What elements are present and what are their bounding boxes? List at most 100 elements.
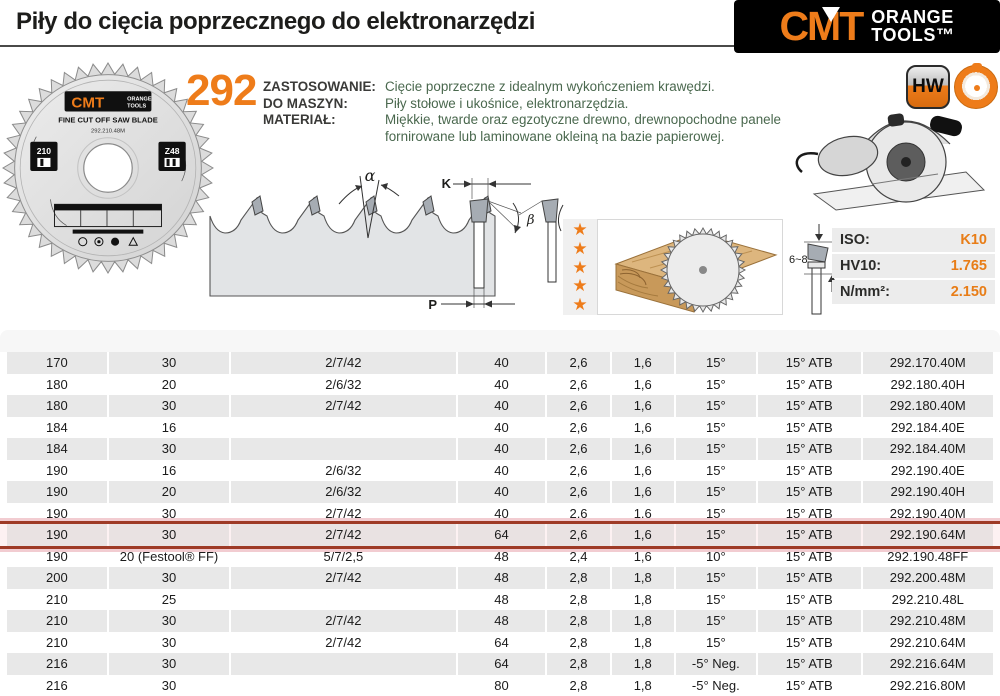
table-cell: 15° ATB bbox=[785, 376, 833, 392]
table-cell: 30 bbox=[161, 505, 177, 521]
table-cell: 15° ATB bbox=[757, 352, 862, 374]
cmt-logo-mark: CMT bbox=[779, 6, 864, 47]
table-cell: 15° ATB bbox=[785, 462, 833, 478]
table-cell: 64 bbox=[457, 653, 547, 675]
star-icon: ★ bbox=[572, 257, 588, 277]
table-row: 216 30 80 2,8 1,8 -5° Neg. 15° ATB 292.216.80M bbox=[0, 675, 1000, 696]
rating-stars: ★ ★ ★ ★ ★ bbox=[563, 219, 597, 315]
table-cell: 210 bbox=[46, 591, 68, 607]
table-cell: 216 bbox=[46, 677, 68, 693]
table-cell: 2/6/32 bbox=[230, 481, 456, 503]
table-cell: 1,8 bbox=[633, 677, 652, 693]
table-cell: 15° ATB bbox=[757, 567, 862, 589]
table-cell: 48 bbox=[494, 591, 509, 607]
table-cell: 2,6 bbox=[569, 505, 588, 521]
table-cell: 190 bbox=[46, 548, 68, 564]
table-cell: 30 bbox=[108, 438, 231, 460]
table-header-band bbox=[0, 330, 1000, 352]
table-cell: 2/7/42 bbox=[230, 395, 456, 417]
spec-row-hv10: HV10: 1.765 bbox=[832, 254, 995, 278]
table-cell bbox=[230, 653, 456, 675]
table-cell: 184 bbox=[46, 419, 68, 435]
table-cell: 292.170.40M bbox=[862, 352, 994, 374]
table-cell: 2,8 bbox=[569, 591, 588, 607]
alpha-angle-label: α bbox=[365, 168, 376, 185]
table-cell: 292.210.48M bbox=[862, 610, 994, 632]
table-cell: 1,6 bbox=[633, 505, 652, 521]
table-cell: 2,8 bbox=[546, 653, 610, 675]
table-row: 170 30 2/7/42 40 2,6 1,6 15° 15° ATB 292.170.40M bbox=[0, 352, 1000, 374]
table-cell: 190 bbox=[6, 481, 108, 503]
table-cell: 2/6/32 bbox=[325, 462, 362, 478]
blade-brand-sub1: ORANGE bbox=[127, 96, 152, 102]
motor-housing bbox=[817, 135, 879, 177]
brand-orange-text: ORANGE bbox=[871, 7, 954, 28]
circular-saw-photo bbox=[795, 113, 986, 211]
info-text-material: Miękkie, twarde oraz egzotyczne drewno, … bbox=[385, 112, 782, 144]
table-cell: 15° bbox=[706, 634, 726, 650]
table-cell: 1,8 bbox=[633, 634, 652, 650]
table-cell: 30 bbox=[108, 524, 231, 546]
table-cell: 30 bbox=[108, 653, 231, 675]
table-cell: 15° bbox=[675, 524, 757, 546]
cmt-logo-subtext: ORANGE TOOLS™ bbox=[871, 7, 955, 45]
cmt-logo: CMT ORANGE TOOLS™ bbox=[734, 0, 1000, 53]
table-cell: 30 bbox=[161, 634, 177, 650]
blade-diameter-label: 210 bbox=[37, 146, 52, 156]
table-cell: -5° Neg. bbox=[675, 653, 757, 675]
table-cell: 2,6 bbox=[546, 438, 610, 460]
table-cell: 2/7/42 bbox=[230, 567, 456, 589]
table-row-highlighted: 190 30 2/7/42 64 2,6 1,6 15° 15° ATB 292.190.64M bbox=[0, 524, 1000, 546]
product-table: 170 30 2/7/42 40 2,6 1,6 15° 15° ATB 292.170.40M… bbox=[0, 330, 1000, 696]
table-cell: 40 bbox=[457, 395, 547, 417]
table-cell: 292.210.48L bbox=[891, 591, 964, 607]
table-cell: 40 bbox=[457, 481, 547, 503]
table-cell: 15° bbox=[706, 376, 726, 392]
table-cell: 1,6 bbox=[633, 419, 652, 435]
table-cell: 292.190.40M bbox=[889, 505, 966, 521]
info-text-do-maszyn: Piły stołowe i ukośnice, elektronarzędzi… bbox=[385, 95, 629, 111]
table-row: 200 30 2/7/42 48 2,8 1,8 15° 15° ATB 292.200.48M bbox=[0, 567, 1000, 589]
kerf-diagram: K β P bbox=[428, 176, 564, 312]
info-text-zastosowanie: Cięcie poprzeczne z idealnym wykończenie… bbox=[385, 79, 715, 94]
info-label-material: MATERIAŁ: bbox=[263, 112, 336, 127]
brand-tools-text: TOOLS™ bbox=[871, 24, 955, 45]
table-cell: 2,6 bbox=[569, 376, 588, 392]
cmt-logo-triangle-icon bbox=[822, 7, 841, 22]
table-cell: 15° ATB bbox=[785, 505, 833, 521]
saw-handle bbox=[930, 115, 962, 137]
wood-cutting-illustration bbox=[614, 226, 778, 314]
table-row: 210 30 2/7/42 48 2,8 1,8 15° 15° ATB 292.210.48M bbox=[0, 610, 1000, 632]
table-cell: 2,8 bbox=[569, 677, 588, 693]
table-cell: 2/7/42 bbox=[230, 610, 456, 632]
table-cell: 292.190.40H bbox=[862, 481, 994, 503]
table-cell: 2,6 bbox=[569, 419, 588, 435]
carbide-tip-front bbox=[469, 198, 489, 223]
cmt-medallion-icon bbox=[954, 63, 998, 109]
table-cell: 1,8 bbox=[611, 610, 675, 632]
table-cell: 2,8 bbox=[546, 567, 610, 589]
table-cell: 15° ATB bbox=[757, 395, 862, 417]
table-cell: 1,6 bbox=[611, 481, 675, 503]
table-cell: 15° ATB bbox=[757, 653, 862, 675]
table-cell: 2,6 bbox=[546, 352, 610, 374]
carbide-tip-back bbox=[541, 198, 559, 223]
table-cell bbox=[230, 417, 456, 439]
table-cell: 292.200.48M bbox=[862, 567, 994, 589]
table-cell: 292.190.64M bbox=[862, 524, 994, 546]
page-title: Piły do cięcia poprzecznego do elektrona… bbox=[16, 8, 536, 35]
p-dim-label: P bbox=[428, 297, 437, 312]
blade-brand-sub2: TOOLS bbox=[127, 103, 146, 109]
table-row: 216 30 64 2,8 1,8 -5° Neg. 15° ATB 292.216.64M bbox=[0, 653, 1000, 675]
table-cell: 15° ATB bbox=[785, 634, 833, 650]
table-row: 210 30 2/7/42 64 2,8 1,8 15° 15° ATB 292.210.64M bbox=[0, 632, 1000, 654]
table-cell: 40 bbox=[457, 352, 547, 374]
table-cell: 15° ATB bbox=[785, 548, 833, 564]
star-icon: ★ bbox=[572, 295, 588, 314]
side-dimension-label: 6~8 bbox=[789, 254, 808, 266]
table-cell: 15° bbox=[706, 462, 726, 478]
table-cell: 292.180.40H bbox=[890, 376, 965, 392]
table-cell: 210 bbox=[46, 634, 68, 650]
table-cell: 40 bbox=[494, 419, 509, 435]
table-cell: 1,6 bbox=[611, 352, 675, 374]
